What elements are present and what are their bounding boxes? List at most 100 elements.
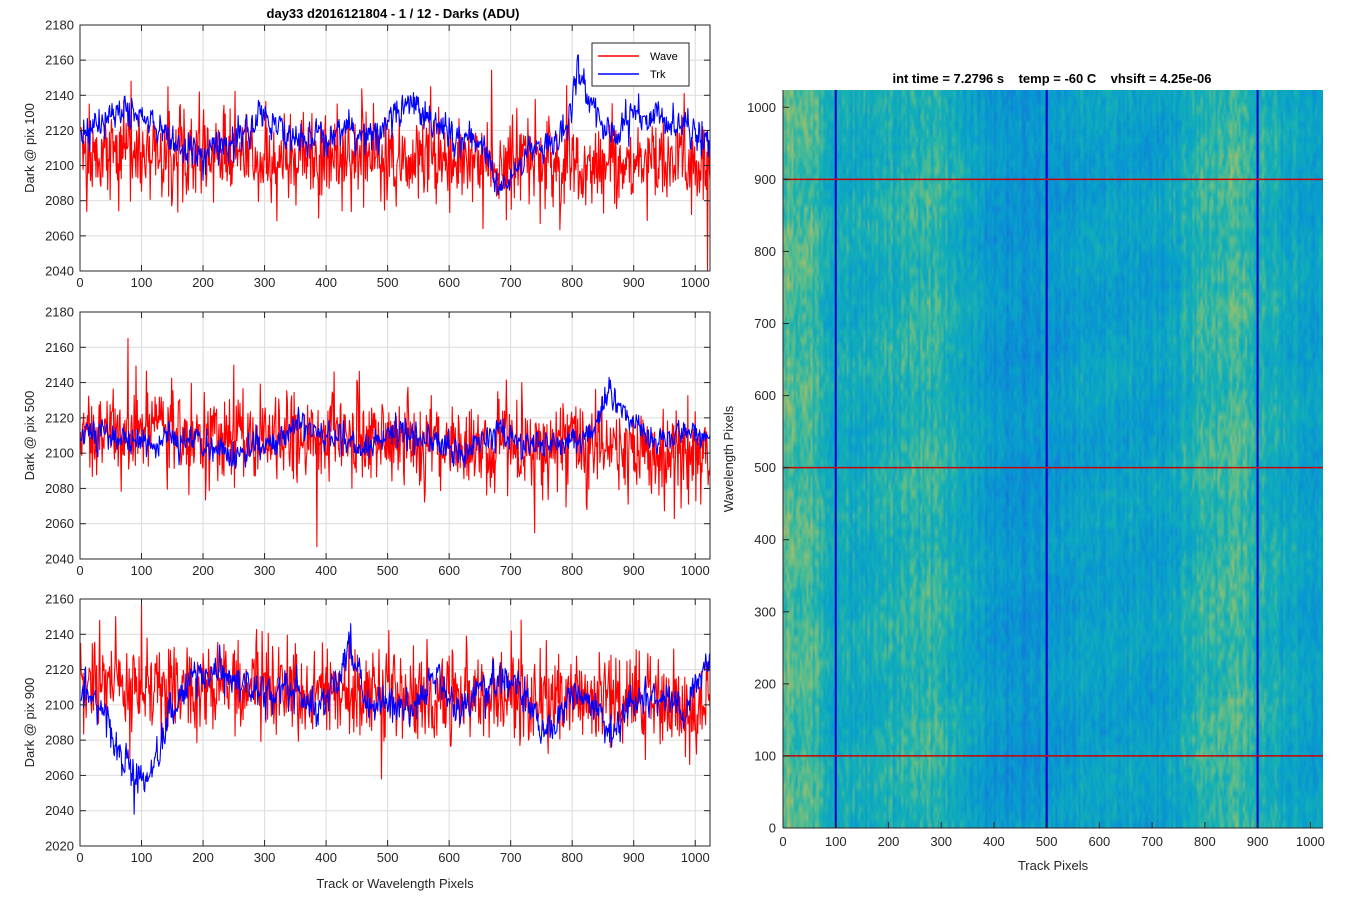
x-tick-label: 400	[315, 850, 337, 865]
x-tick-label: 400	[315, 563, 337, 578]
y-tick-label: 2160	[45, 340, 74, 355]
y-tick-label: 2180	[45, 305, 74, 320]
plot-pix900: 0 100 200 300 400 500 600 700 800 900 1000 2020 2040…	[22, 592, 711, 891]
y-tick-label: 2060	[45, 516, 74, 531]
x-tick-label: 400	[983, 834, 1005, 849]
x-tick-label: 500	[377, 275, 399, 290]
series-trk	[80, 54, 711, 196]
x-tick-label: 800	[561, 563, 583, 578]
series-trk	[80, 376, 711, 469]
x-tick-label: 700	[500, 275, 522, 290]
y-tick-label: 2040	[45, 803, 74, 818]
series-wave	[80, 69, 711, 272]
heatmap-image	[783, 90, 1323, 828]
plot-pix100: 0 100 200 300 400 500 600 700 800 900 1000 2040 2060…	[22, 18, 711, 290]
x-tick-label: 100	[131, 563, 153, 578]
x-tick-label: 600	[1089, 834, 1111, 849]
legend: Wave Trk	[591, 42, 690, 87]
x-tick-label: 900	[1247, 834, 1269, 849]
y-tick-label: 2060	[45, 228, 74, 243]
x-tick-label: 1000	[1296, 834, 1325, 849]
figure-title: day33 d2016121804 - 1 / 12 - Darks (ADU)	[267, 6, 520, 21]
y-tick-label: 500	[754, 460, 776, 475]
x-tick-label: 900	[623, 563, 645, 578]
axes-box	[79, 598, 711, 847]
x-tick-label: 700	[1141, 834, 1163, 849]
x-tick-label: 1000	[681, 850, 710, 865]
x-tick-label: 700	[500, 850, 522, 865]
y-tick-label: 2080	[45, 193, 74, 208]
legend-box	[591, 42, 690, 87]
y-tick-label: 2140	[45, 627, 74, 642]
y-tick-label: 2140	[45, 375, 74, 390]
x-tick-label: 300	[254, 563, 276, 578]
x-tick-label: 600	[438, 563, 460, 578]
y-tick-label: 200	[754, 676, 776, 691]
y-axis-label: Wavelength Pixels	[721, 405, 736, 512]
x-tick-label: 0	[76, 275, 83, 290]
y-tick-label: 2100	[45, 158, 74, 173]
x-tick-label: 700	[500, 563, 522, 578]
y-tick-label: 2040	[45, 264, 74, 279]
x-tick-label: 900	[623, 275, 645, 290]
x-tick-label: 100	[131, 850, 153, 865]
axes-box	[79, 311, 711, 560]
y-tick-label: 2080	[45, 733, 74, 748]
x-tick-label: 1000	[681, 563, 710, 578]
x-tick-label: 900	[623, 850, 645, 865]
x-tick-label: 1000	[681, 275, 710, 290]
y-tick-label: 0	[769, 821, 776, 836]
y-tick-label: 2020	[45, 839, 74, 854]
y-tick-label: 700	[754, 316, 776, 331]
heatmap-dark-frame: 0 100 200 300 400 500 600 700 800 900 1000 0 100 200 3…	[721, 90, 1325, 873]
y-tick-label: 2080	[45, 481, 74, 496]
y-tick-label: 2060	[45, 768, 74, 783]
x-tick-label: 0	[76, 563, 83, 578]
y-tick-label: 300	[754, 604, 776, 619]
y-tick-label: 2160	[45, 592, 74, 607]
x-tick-label: 0	[779, 834, 786, 849]
y-tick-label: 2120	[45, 410, 74, 425]
y-tick-label: 2160	[45, 53, 74, 68]
y-axis-label: Dark @ pix 100	[22, 103, 37, 193]
y-tick-label: 800	[754, 244, 776, 259]
y-tick-label: 100	[754, 748, 776, 763]
axes-box	[79, 24, 711, 272]
x-axis-label: Track or Wavelength Pixels	[316, 876, 474, 891]
y-axis-label: Dark @ pix 500	[22, 391, 37, 481]
series-wave	[80, 337, 711, 548]
legend-label-trk: Trk	[650, 69, 666, 81]
x-tick-label: 800	[1194, 834, 1216, 849]
y-tick-label: 2120	[45, 123, 74, 138]
x-tick-label: 800	[561, 850, 583, 865]
x-tick-label: 100	[825, 834, 847, 849]
x-tick-label: 500	[377, 850, 399, 865]
x-tick-label: 800	[561, 275, 583, 290]
plot-area	[80, 599, 710, 846]
x-tick-label: 100	[131, 275, 153, 290]
x-tick-label: 0	[76, 850, 83, 865]
y-tick-label: 2180	[45, 18, 74, 33]
x-tick-label: 300	[254, 275, 276, 290]
y-tick-label: 600	[754, 388, 776, 403]
x-tick-label: 200	[192, 563, 214, 578]
plot-pix500: 0 100 200 300 400 500 600 700 800 900 1000 2040 2060…	[22, 305, 711, 578]
y-tick-label: 2100	[45, 446, 74, 461]
x-tick-label: 400	[315, 275, 337, 290]
heatmap-title: int time = 7.2796 s temp = -60 C vhsift …	[892, 71, 1211, 86]
x-axis-label: Track Pixels	[1018, 858, 1089, 873]
x-tick-label: 200	[192, 850, 214, 865]
x-tick-label: 200	[878, 834, 900, 849]
y-tick-label: 2040	[45, 552, 74, 567]
y-tick-label: 2140	[45, 88, 74, 103]
y-axis-label: Dark @ pix 900	[22, 678, 37, 768]
y-tick-label: 900	[754, 172, 776, 187]
y-tick-label: 400	[754, 532, 776, 547]
x-tick-label: 200	[192, 275, 214, 290]
x-tick-label: 500	[1036, 834, 1058, 849]
x-tick-label: 300	[254, 850, 276, 865]
series-trk	[80, 623, 711, 815]
x-tick-label: 500	[377, 563, 399, 578]
y-tick-label: 2120	[45, 662, 74, 677]
legend-label-wave: Wave	[650, 51, 678, 63]
